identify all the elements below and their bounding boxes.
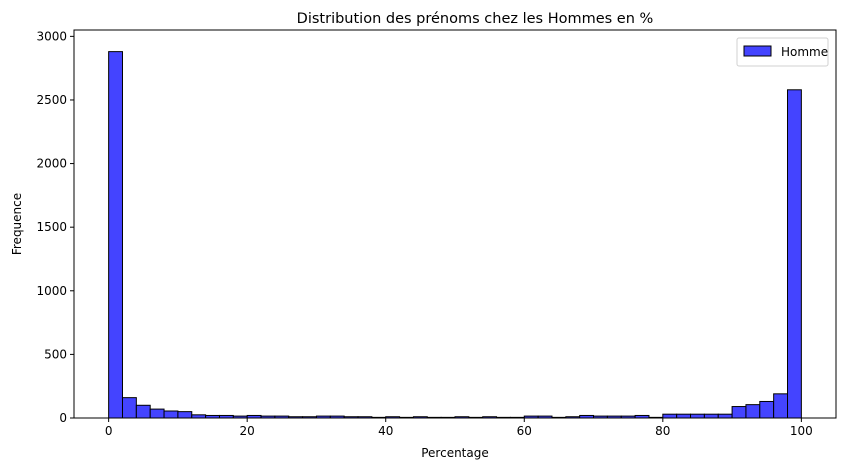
y-tick-label: 3000 [36, 29, 67, 43]
x-tick-label: 60 [517, 424, 532, 438]
x-tick-label: 40 [378, 424, 393, 438]
histogram-bar [149, 408, 165, 419]
x-tick-label: 0 [105, 424, 113, 438]
y-tick-label: 1500 [36, 220, 67, 234]
legend: Homme [736, 37, 829, 67]
histogram-bar [703, 413, 719, 419]
histogram-bar [108, 51, 123, 419]
y-axis: 0 500 1000 1500 2000 2500 3000 [36, 29, 74, 425]
y-tick-label: 1000 [36, 284, 67, 298]
histogram-bar [163, 410, 179, 419]
x-axis-label: Percentage [421, 446, 489, 460]
histogram-bar [717, 413, 733, 419]
chart-title: Distribution des prénoms chez les Hommes… [297, 11, 654, 27]
histogram-bar [773, 393, 789, 419]
histogram-bar [662, 413, 678, 419]
y-tick-label: 2000 [36, 157, 67, 171]
legend-label: Homme [781, 45, 828, 59]
x-tick-label: 100 [790, 424, 813, 438]
plot-frame [73, 29, 837, 419]
histogram-bar [121, 397, 137, 419]
x-tick-label: 20 [240, 424, 255, 438]
y-tick-label: 0 [59, 411, 67, 425]
y-axis-label: Frequence [10, 193, 24, 255]
legend-box [736, 37, 829, 67]
legend-swatch [743, 45, 772, 57]
histogram-bar [759, 400, 775, 419]
histogram-bar [177, 411, 193, 419]
histogram-bar [787, 89, 802, 419]
histogram-bar [690, 413, 705, 419]
histogram-bars [108, 51, 802, 419]
x-tick-label: 80 [655, 424, 670, 438]
histogram-bar [745, 404, 761, 419]
histogram-bar [731, 406, 747, 419]
histogram-bar [135, 404, 151, 419]
y-tick-label: 500 [44, 347, 67, 361]
histogram-bar [676, 413, 692, 419]
y-tick-label: 2500 [36, 93, 67, 107]
x-axis: 0 20 40 60 80 100 [105, 418, 813, 438]
